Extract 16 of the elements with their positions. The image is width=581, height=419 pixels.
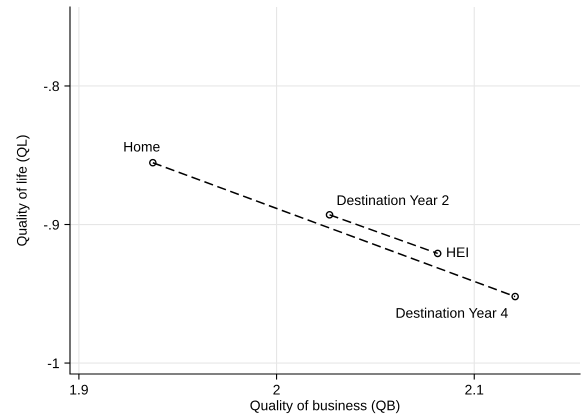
point	[149, 158, 157, 167]
annotation: Home	[124, 142, 160, 152]
point	[434, 250, 442, 258]
annotation: HEI	[447, 248, 468, 258]
annotation: Destination Year 4	[396, 308, 508, 318]
y-axis-title: Quality of life (QL)	[16, 135, 30, 246]
annotation: Destination Year 2	[338, 194, 449, 206]
point	[326, 210, 334, 219]
y-tick-label: -.9	[44, 220, 59, 230]
x-tick-label: 1.9	[70, 384, 88, 395]
x-tick-label: 2.1	[465, 384, 484, 394]
x-axis-title: Quality of business (QB)	[250, 400, 400, 414]
x-tick-label: 2	[273, 384, 280, 394]
point	[511, 292, 519, 300]
y-tick-label: -.8	[44, 81, 59, 92]
y-tick-label: -1	[48, 358, 59, 368]
